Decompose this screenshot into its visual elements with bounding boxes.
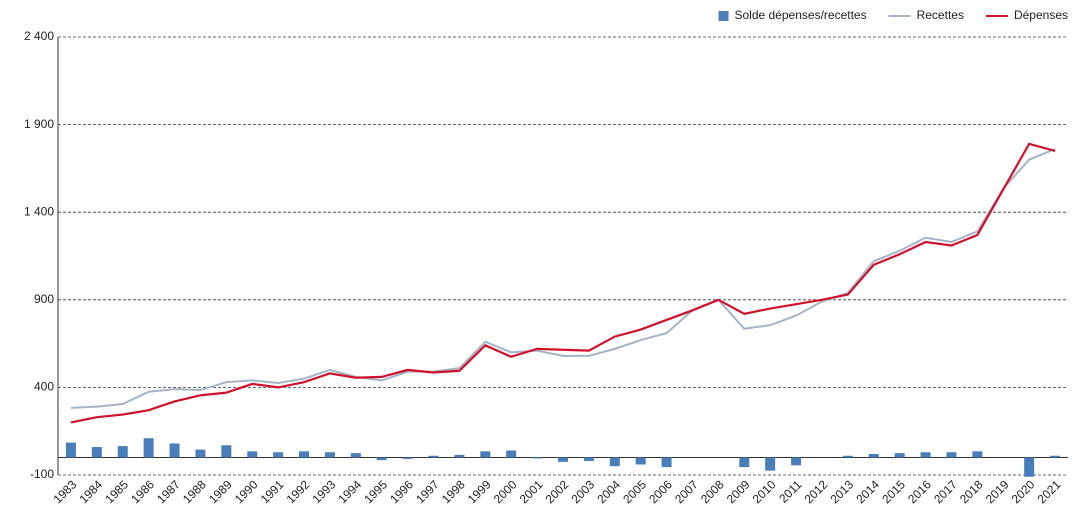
x-tick-label: 1983 xyxy=(51,477,80,506)
x-tick-label: 2011 xyxy=(776,477,804,505)
x-tick-label: 1985 xyxy=(102,477,131,506)
bar xyxy=(868,453,879,458)
x-tick-label: 2017 xyxy=(931,477,960,506)
x-tick-label: 2016 xyxy=(905,477,934,506)
bar xyxy=(117,446,128,458)
bar xyxy=(946,452,957,458)
x-tick-label: 2008 xyxy=(698,477,727,506)
bar xyxy=(169,443,180,458)
bar xyxy=(558,457,568,462)
legend-swatch xyxy=(718,11,729,21)
x-tick-label: 1984 xyxy=(76,477,105,506)
bar xyxy=(506,450,517,458)
bar xyxy=(324,452,335,458)
bar xyxy=(91,446,102,458)
x-tick-label: 1987 xyxy=(154,477,183,506)
bar xyxy=(583,457,594,461)
bar xyxy=(273,452,284,458)
x-tick-label: 1997 xyxy=(413,477,442,506)
x-tick-label: 2013 xyxy=(827,477,856,506)
x-tick-label: 2010 xyxy=(750,477,779,506)
x-tick-label: 2009 xyxy=(724,477,753,506)
bar xyxy=(1050,455,1061,458)
x-tick-label: 2014 xyxy=(853,477,882,506)
bar xyxy=(247,451,258,458)
y-tick-label: 900 xyxy=(34,292,54,306)
x-tick-label: 2019 xyxy=(983,477,1012,506)
x-tick-label: 2021 xyxy=(1035,477,1064,506)
bar xyxy=(972,451,983,458)
x-tick-label: 2006 xyxy=(646,477,675,506)
x-tick-label: 2007 xyxy=(672,477,701,506)
x-tick-label: 1994 xyxy=(335,477,364,506)
bar xyxy=(635,457,646,465)
bar xyxy=(609,457,620,467)
x-tick-label: 2003 xyxy=(568,477,597,506)
bar xyxy=(350,453,361,458)
x-tick-label: 2012 xyxy=(802,477,831,506)
bar xyxy=(221,445,232,458)
x-tick-label: 1999 xyxy=(465,477,494,506)
y-tick-label: 1 400 xyxy=(24,204,54,218)
x-tick-label: 1986 xyxy=(128,477,157,506)
x-tick-label: 1991 xyxy=(258,477,287,506)
bar xyxy=(765,457,776,471)
line xyxy=(70,142,1056,424)
bar xyxy=(894,453,905,458)
y-tick-label: 400 xyxy=(34,380,54,394)
x-tick-label: 2005 xyxy=(620,477,649,506)
bar xyxy=(428,455,439,458)
bar xyxy=(842,455,853,458)
legend: Dépenses Recettes Solde dépenses/recettes xyxy=(718,8,1068,22)
x-tick-label: 2018 xyxy=(957,477,986,506)
bar xyxy=(299,451,310,458)
line xyxy=(70,148,1056,409)
bar xyxy=(376,457,387,461)
x-tick-label: 1990 xyxy=(232,477,261,506)
x-tick-label: 1996 xyxy=(387,477,416,506)
x-tick-label: 1992 xyxy=(284,477,313,506)
y-tick-label: -100 xyxy=(30,467,54,481)
x-tick-label: 2001 xyxy=(517,477,546,506)
bar xyxy=(143,438,154,458)
legend-label: Solde dépenses/recettes xyxy=(735,8,867,22)
y-tick-label: 2 400 xyxy=(24,29,54,43)
bar xyxy=(195,449,206,458)
bar xyxy=(65,442,76,458)
bar xyxy=(1024,457,1035,477)
x-tick-label: 2000 xyxy=(491,477,520,506)
bar xyxy=(480,451,491,458)
x-tick-label: 1998 xyxy=(439,477,468,506)
bar xyxy=(532,457,543,459)
x-tick-label: 1989 xyxy=(206,477,235,506)
bar xyxy=(791,457,802,466)
bar xyxy=(454,454,465,458)
y-tick-label: 1 900 xyxy=(24,117,54,131)
legend-label: Dépenses xyxy=(1014,8,1068,22)
x-tick-label: 1995 xyxy=(361,477,390,506)
bar xyxy=(402,457,413,459)
bar xyxy=(661,457,672,468)
x-tick-label: 1993 xyxy=(310,477,339,506)
x-tick-label: 2015 xyxy=(879,477,908,506)
x-tick-label: 2004 xyxy=(594,477,623,506)
bar xyxy=(739,457,750,468)
x-tick-label: 2002 xyxy=(543,477,572,506)
x-tick-label: 1988 xyxy=(180,477,209,506)
bar xyxy=(920,452,931,458)
legend-label: Recettes xyxy=(917,8,964,22)
x-tick-label: 2020 xyxy=(1009,477,1038,506)
